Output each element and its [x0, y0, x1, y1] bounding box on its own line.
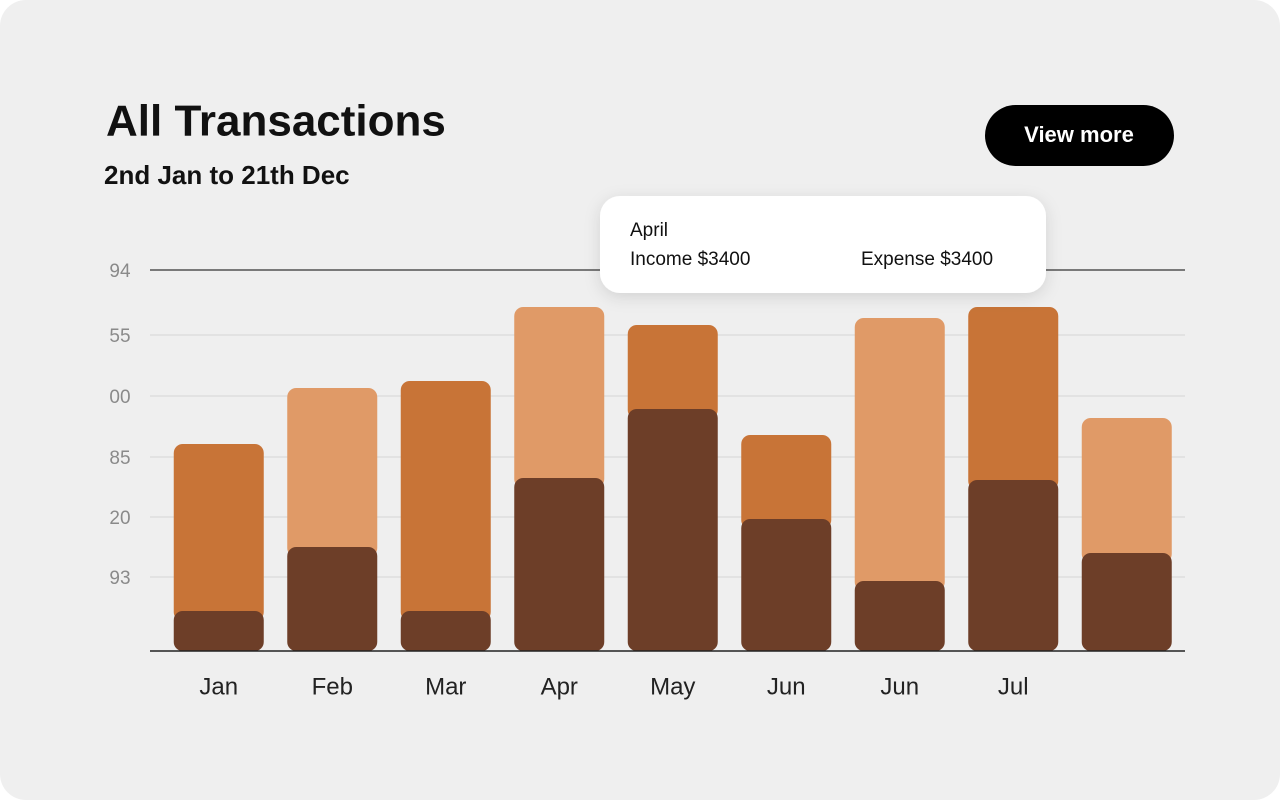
x-tick-label: Mar	[425, 673, 466, 700]
bar-segment	[854, 581, 945, 651]
bar-segment	[1081, 553, 1172, 651]
y-tick-label: 93	[109, 568, 130, 589]
chart-title: All Transactions	[106, 97, 446, 146]
bar-segment	[627, 325, 718, 419]
tooltip: April Income $3400 Expense $3400	[600, 196, 1046, 293]
bar-segment	[514, 478, 605, 651]
bar-segment	[854, 318, 945, 591]
bar-segment	[514, 307, 605, 488]
bar-segment	[741, 519, 832, 651]
y-tick-label: 20	[109, 508, 130, 529]
bar-segment	[287, 547, 378, 651]
tooltip-income: Income $3400	[630, 249, 750, 270]
bar-segment	[1081, 418, 1172, 563]
y-tick-label: 55	[109, 326, 130, 347]
button-label[interactable]: View more	[1024, 122, 1134, 147]
x-tick-label: Jan	[199, 673, 238, 700]
bar-segment	[173, 444, 264, 621]
bar-segment	[968, 307, 1059, 490]
tooltip-box	[600, 196, 1046, 293]
tooltip-expense: Expense $3400	[861, 249, 993, 270]
x-tick-label: Apr	[541, 673, 578, 700]
x-tick-label: Jun	[767, 673, 806, 700]
bar-segment	[400, 381, 491, 621]
bar-segment	[627, 409, 718, 651]
bar-segment	[173, 611, 264, 651]
bar-segment	[741, 435, 832, 529]
bar-segment	[400, 611, 491, 651]
view-more-button[interactable]	[985, 105, 1174, 166]
chart-subtitle: 2nd Jan to 21th Dec	[104, 160, 350, 190]
bar-segment	[968, 480, 1059, 651]
y-tick-label: 00	[109, 387, 130, 408]
bar-segment	[287, 388, 378, 557]
plot: 94 55 00 85 20 93 Jan Feb Mar Apr May Jun Jun Jul	[109, 261, 1185, 700]
y-tick-label: 85	[109, 448, 130, 469]
tooltip-title: April	[630, 220, 668, 241]
y-tick-label: 94	[109, 261, 131, 282]
x-tick-label: Jun	[880, 673, 919, 700]
x-tick-label: Feb	[312, 673, 353, 700]
x-tick-label: Jul	[998, 673, 1029, 700]
x-tick-label: May	[650, 673, 695, 700]
